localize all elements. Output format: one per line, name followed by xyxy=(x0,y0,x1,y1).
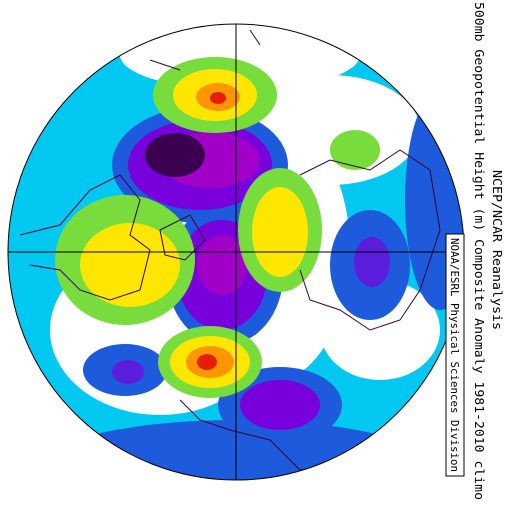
credit-box xyxy=(445,233,465,477)
credit-label: NOAA/ESRL Physical Sciences Division xyxy=(448,238,461,472)
map-title: 500mb Geopotential Height (m) Composite … xyxy=(472,2,486,500)
source-label: NCEP/NCAR Reanalysis xyxy=(490,170,504,330)
